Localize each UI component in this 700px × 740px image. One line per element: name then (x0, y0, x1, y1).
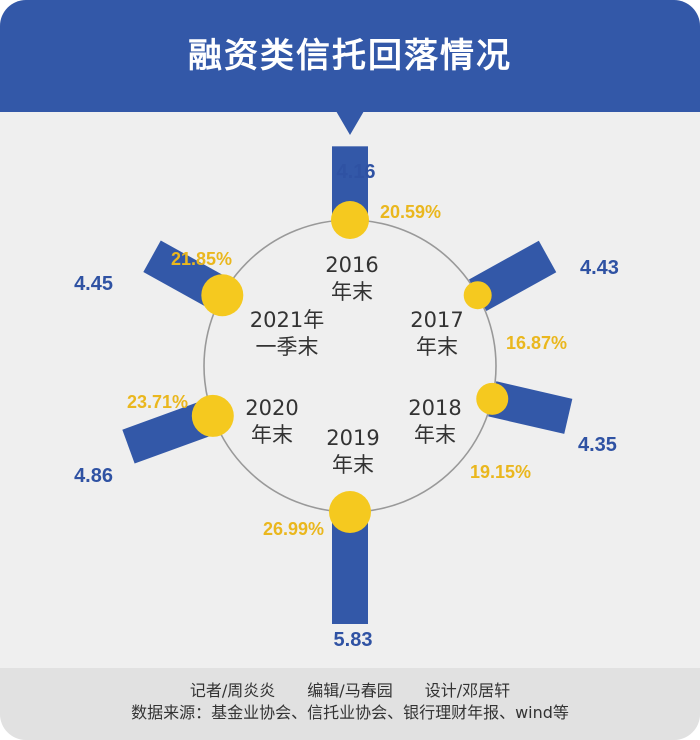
percent-label: 26.99% (263, 519, 324, 539)
percent-bubble (201, 274, 244, 317)
category-label: 年末 (332, 453, 374, 477)
value-label: 4.86 (74, 465, 113, 487)
percent-bubble (329, 491, 371, 533)
credits-text: 记者/周炎炎 编辑/马春园 设计/邓居轩 (189, 681, 511, 700)
percent-bubble (331, 201, 369, 239)
percent-label: 19.15% (470, 462, 531, 482)
percent-bubble (463, 281, 492, 310)
percent-label: 16.87% (506, 333, 567, 353)
value-label: 4.35 (578, 434, 617, 456)
percent-bubble (191, 394, 234, 437)
category-label: 年末 (416, 335, 458, 359)
category-label: 2021年 (250, 308, 324, 332)
category-label: 年末 (414, 423, 456, 447)
category-label: 2020 (245, 396, 298, 420)
value-label: 4.43 (580, 257, 619, 279)
value-label: 4.45 (74, 273, 113, 295)
category-label: 年末 (251, 423, 293, 447)
category-label: 2016 (325, 253, 378, 277)
source-text: 数据来源：基金业协会、信托业协会、银行理财年报、wind等 (131, 703, 569, 722)
value-label: 5.83 (334, 629, 373, 651)
category-label: 2019 (326, 426, 379, 450)
percent-label: 20.59% (380, 202, 441, 222)
percent-bubble (476, 382, 509, 415)
percent-label: 21.85% (171, 249, 232, 269)
chart-title: 融资类信托回落情况 (188, 36, 512, 76)
bar-group (488, 381, 573, 434)
category-label: 2017 (410, 308, 463, 332)
footer: 记者/周炎炎 编辑/马春园 设计/邓居轩 数据来源：基金业协会、信托业协会、银行… (0, 668, 700, 740)
category-label: 年末 (331, 280, 373, 304)
header-banner: 融资类信托回落情况 (0, 0, 700, 112)
header-pointer (336, 111, 364, 135)
radial-chart: 4.16 4.43 4.35 5.83 4.86 4.45 20.59% 16.87% 19.1… (74, 146, 619, 651)
value-bar (488, 381, 573, 434)
category-label: 一季末 (256, 335, 319, 359)
value-label: 4.16 (337, 161, 376, 183)
percent-label: 23.71% (127, 392, 188, 412)
category-label: 2018 (408, 396, 461, 420)
